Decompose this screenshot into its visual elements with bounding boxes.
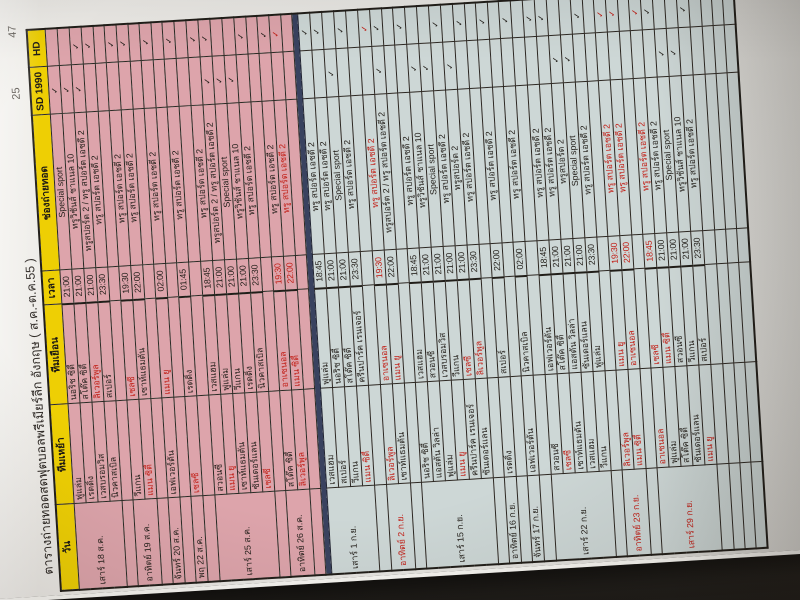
day-cell: เสาร์ 22 ก.ย. bbox=[551, 471, 617, 561]
checkmark-icon: ✓ bbox=[225, 75, 236, 84]
checkmark-icon: ✓ bbox=[186, 35, 198, 44]
checkmark-icon: ✓ bbox=[117, 39, 128, 48]
day-cell: เสาร์ 29 ก.ย. bbox=[657, 464, 723, 555]
checkmark-icon: ✓ bbox=[140, 38, 151, 46]
checkmark-icon: ✓ bbox=[325, 69, 337, 78]
checkmark-icon: ✓ bbox=[500, 16, 511, 24]
checkmark-icon: ✓ bbox=[370, 24, 381, 32]
checkmark-icon: ✓ bbox=[201, 77, 212, 85]
table-body: เสาร์ 18 ส.ค. ฟูแล่ม นอริช ซิตี้ 21:00 Speci… bbox=[44, 0, 768, 590]
checkmark-icon: ✓ bbox=[358, 24, 369, 33]
rotated-document: ตารางถ่ายทอดสดฟุตบอลพรีเมียร์ลีก อังกฤษ … bbox=[6, 0, 769, 592]
header-time: เวลา bbox=[41, 270, 62, 306]
checkmark-icon: ✓ bbox=[81, 41, 93, 50]
checkmark-icon: ✓ bbox=[571, 11, 582, 20]
checkmark-icon: ✓ bbox=[48, 86, 60, 95]
checkmark-icon: ✓ bbox=[629, 8, 641, 16]
checkmark-icon: ✓ bbox=[594, 10, 606, 19]
checkmark-icon: ✓ bbox=[429, 20, 441, 29]
empty-cell bbox=[736, 228, 751, 263]
checkmark-icon: ✓ bbox=[270, 30, 281, 38]
schedule-table: วัน ทีมเหย้า ทีมเยือน เวลา ช่องถ่ายทอด S… bbox=[25, 0, 769, 592]
checkmark-icon: ✓ bbox=[234, 32, 246, 41]
checkmark-icon: ✓ bbox=[453, 18, 465, 27]
checkmark-icon: ✓ bbox=[299, 28, 310, 37]
header-hd: HD bbox=[26, 28, 47, 68]
checkmark-icon: ✓ bbox=[258, 30, 269, 39]
page-number: 47 bbox=[6, 25, 20, 39]
checkmark-icon: ✓ bbox=[60, 85, 72, 94]
checkmark-icon: ✓ bbox=[105, 40, 116, 49]
checkmark-icon: ✓ bbox=[444, 62, 455, 71]
day-cell: เสาร์ 18 ส.ค. bbox=[73, 501, 127, 590]
checkmark-icon: ✓ bbox=[408, 64, 419, 73]
checkmark-icon: ✓ bbox=[311, 27, 322, 36]
checkmark-icon: ✓ bbox=[70, 42, 81, 51]
hd-check-cell: ✓ bbox=[676, 0, 691, 29]
empty-cell bbox=[724, 24, 739, 74]
empty-cell bbox=[722, 0, 736, 26]
checkmark-icon: ✓ bbox=[677, 5, 689, 13]
day-cell: เสาร์ 15 ก.ย. bbox=[421, 478, 499, 569]
checkmark-icon: ✓ bbox=[213, 76, 224, 85]
checkmark-icon: ✓ bbox=[549, 55, 561, 64]
day-cell: เสาร์ 25 ส.ค. bbox=[214, 491, 280, 582]
page-number: 25 bbox=[10, 87, 23, 101]
day-cell: เสาร์ 1 ก.ย. bbox=[326, 485, 381, 575]
checkmark-icon: ✓ bbox=[561, 55, 573, 63]
checkmark-icon: ✓ bbox=[335, 26, 346, 34]
checkmark-icon: ✓ bbox=[420, 63, 431, 72]
checkmark-icon: ✓ bbox=[668, 48, 679, 57]
checkmark-icon: ✓ bbox=[476, 17, 488, 26]
checkmark-icon: ✓ bbox=[523, 14, 534, 23]
checkmark-icon: ✓ bbox=[198, 34, 210, 43]
checkmark-icon: ✓ bbox=[163, 36, 175, 45]
checkmark-icon: ✓ bbox=[373, 66, 384, 75]
checkmark-icon: ✓ bbox=[606, 9, 617, 18]
checkmark-icon: ✓ bbox=[72, 85, 84, 93]
checkmark-icon: ✓ bbox=[393, 22, 405, 31]
checkmark-icon: ✓ bbox=[641, 7, 653, 16]
checkmark-icon: ✓ bbox=[656, 49, 667, 58]
checkmark-icon: ✓ bbox=[535, 13, 546, 22]
